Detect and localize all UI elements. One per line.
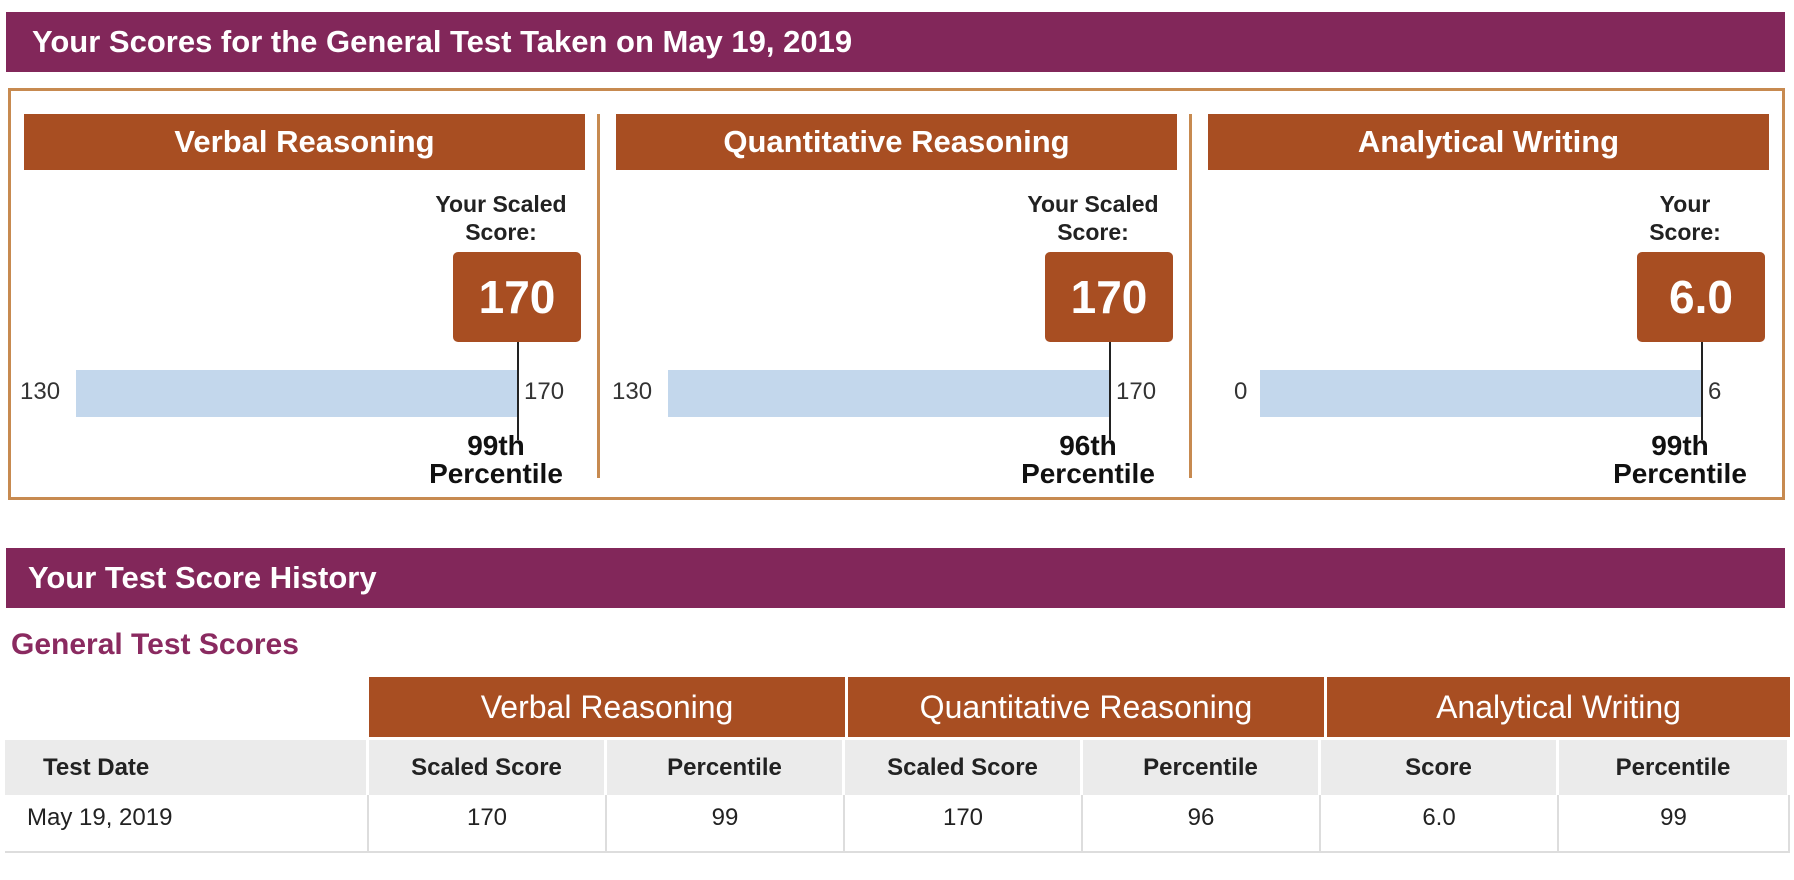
panel-divider (597, 114, 600, 478)
cell-writing-score: 6.0 (1321, 795, 1559, 853)
score-marker (1109, 342, 1111, 440)
scores-banner-title: Your Scores for the General Test Taken o… (32, 24, 853, 59)
caption-line: Score: (1649, 219, 1721, 245)
group-header-verbal: Verbal Reasoning (369, 677, 845, 737)
percentile-value: 99th (1651, 430, 1709, 461)
column-header-verbal-percentile: Percentile (607, 740, 845, 795)
percentile-label: 99th Percentile (1595, 432, 1765, 488)
score-range-bar (1260, 370, 1703, 417)
cell-quant-score: 170 (845, 795, 1083, 853)
range-max-label: 170 (524, 378, 565, 405)
writing-score-panel: Analytical Writing Your Score: 6.0 0 6 9… (1208, 114, 1769, 488)
group-header-quant: Quantitative Reasoning (848, 677, 1324, 737)
percentile-value: 99th (467, 430, 525, 461)
quant-score-panel: Quantitative Reasoning Your Scaled Score… (612, 114, 1177, 488)
caption-line: Your Scaled (1027, 191, 1159, 217)
range-min-label: 130 (612, 378, 653, 405)
history-banner: Your Test Score History (6, 548, 1785, 608)
score-summary-box: Verbal Reasoning Your Scaled Score: 170 … (8, 88, 1785, 500)
caption-line: Your Scaled (435, 191, 567, 217)
scores-banner: Your Scores for the General Test Taken o… (6, 12, 1785, 72)
score-badge: 170 (1045, 252, 1173, 342)
percentile-label: 96th Percentile (1003, 432, 1173, 488)
cell-test-date: May 19, 2019 (5, 795, 369, 853)
range-min-label: 130 (20, 378, 61, 405)
cell-verbal-percentile: 99 (607, 795, 845, 853)
score-badge: 6.0 (1637, 252, 1765, 342)
score-marker (517, 342, 519, 440)
column-header-quant-percentile: Percentile (1083, 740, 1321, 795)
caption-line: Score: (465, 219, 537, 245)
percentile-label: 99th Percentile (411, 432, 581, 488)
score-caption: Your Score: (1605, 190, 1765, 246)
range-min-label: 0 (1234, 378, 1248, 405)
range-max-label: 170 (1116, 378, 1157, 405)
column-header-quant-score: Scaled Score (845, 740, 1083, 795)
column-header-writing-score: Score (1321, 740, 1559, 795)
score-range-bar (668, 370, 1111, 417)
column-header-test-date: Test Date (5, 740, 369, 795)
panel-header-writing: Analytical Writing (1208, 114, 1769, 170)
score-badge: 170 (453, 252, 581, 342)
caption-line: Your (1659, 191, 1711, 217)
cell-writing-percentile: 99 (1559, 795, 1790, 853)
percentile-value: 96th (1059, 430, 1117, 461)
general-test-scores-heading: General Test Scores (11, 628, 299, 661)
panel-header-quant: Quantitative Reasoning (616, 114, 1177, 170)
column-header-writing-percentile: Percentile (1559, 740, 1790, 795)
history-banner-title: Your Test Score History (28, 560, 377, 595)
score-caption: Your Scaled Score: (421, 190, 581, 246)
column-header-verbal-score: Scaled Score (369, 740, 607, 795)
cell-quant-percentile: 96 (1083, 795, 1321, 853)
range-max-label: 6 (1708, 378, 1722, 405)
verbal-score-panel: Verbal Reasoning Your Scaled Score: 170 … (20, 114, 585, 488)
panel-divider (1189, 114, 1192, 478)
score-caption: Your Scaled Score: (1013, 190, 1173, 246)
score-range-bar (76, 370, 519, 417)
percentile-word: Percentile (1021, 458, 1155, 489)
score-marker (1701, 342, 1703, 440)
percentile-word: Percentile (1613, 458, 1747, 489)
caption-line: Score: (1057, 219, 1129, 245)
group-header-writing: Analytical Writing (1327, 677, 1790, 737)
percentile-word: Percentile (429, 458, 563, 489)
cell-verbal-score: 170 (369, 795, 607, 853)
panel-header-verbal: Verbal Reasoning (24, 114, 585, 170)
